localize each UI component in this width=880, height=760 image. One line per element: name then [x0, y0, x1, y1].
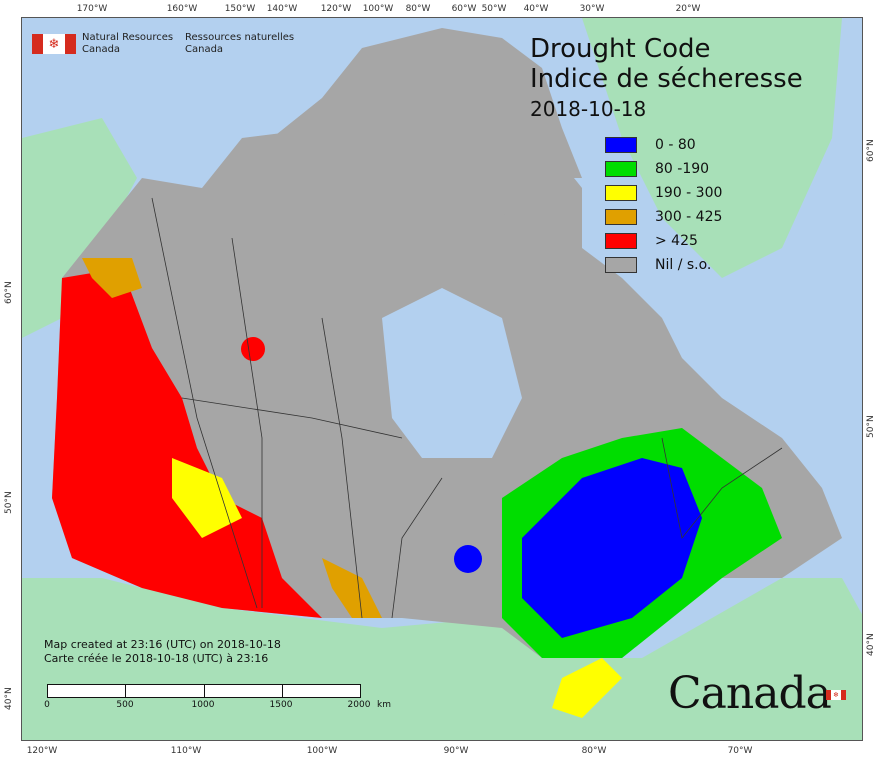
- graticule-label-top: 80°W: [405, 4, 431, 14]
- map-title: Drought Code: [530, 34, 711, 64]
- scale-label: 500: [116, 700, 134, 710]
- legend-swatch: [605, 161, 637, 177]
- legend-label: Nil / s.o.: [655, 257, 712, 273]
- legend-item: > 425: [605, 231, 698, 251]
- graticule-label-bottom: 90°W: [443, 746, 469, 756]
- zone-high: [82, 258, 142, 298]
- legend-swatch: [605, 257, 637, 273]
- graticule-label-bottom: 110°W: [170, 746, 202, 756]
- graticule-label-left: 50°N: [4, 491, 14, 514]
- wordmark-flag: ❄: [826, 690, 846, 700]
- canada-flag: ❄: [32, 34, 76, 54]
- legend-swatch: [605, 233, 637, 249]
- legend-item: 190 - 300: [605, 183, 722, 203]
- graticule-label-top: 140°W: [266, 4, 298, 14]
- legend-swatch: [605, 137, 637, 153]
- legend-label: 0 - 80: [655, 137, 696, 153]
- scale-label: 0: [44, 700, 50, 710]
- graticule-label-right: 60°N: [866, 139, 876, 162]
- zone-very-high-nwt: [241, 337, 265, 361]
- graticule-label-top: 120°W: [320, 4, 352, 14]
- scale-label: 2000: [347, 700, 371, 710]
- legend-label: > 425: [655, 233, 698, 249]
- zone-very-low: [522, 458, 702, 638]
- graticule-label-bottom: 100°W: [306, 746, 338, 756]
- province-boundary: [181, 397, 403, 439]
- province-boundary: [151, 197, 258, 609]
- scale-label: 1000: [191, 700, 215, 710]
- scale-bar: [47, 684, 361, 698]
- agency-name-fr: Ressources naturelles Canada: [185, 32, 295, 55]
- graticule-label-left: 40°N: [4, 687, 14, 710]
- graticule-label-top: 30°W: [579, 4, 605, 14]
- legend-item: Nil / s.o.: [605, 255, 711, 275]
- province-boundary: [661, 437, 783, 539]
- greenland-land: [582, 18, 842, 278]
- graticule-label-left: 60°N: [4, 281, 14, 304]
- graticule-label-top: 60°W: [451, 4, 477, 14]
- legend-item: 80 -190: [605, 159, 709, 179]
- map-panel: [21, 17, 863, 741]
- legend-label: 300 - 425: [655, 209, 723, 225]
- legend-label: 80 -190: [655, 161, 710, 177]
- credit-en: Map created at 23:16 (UTC) on 2018-10-18: [44, 638, 281, 651]
- graticule-label-right: 40°N: [866, 633, 876, 656]
- graticule-label-top: 170°W: [76, 4, 108, 14]
- legend-item: 300 - 425: [605, 207, 722, 227]
- graticule-label-top: 150°W: [224, 4, 256, 14]
- graticule-label-top: 100°W: [362, 4, 394, 14]
- hudson-bay: [382, 288, 522, 458]
- legend-swatch: [605, 185, 637, 201]
- zone-moderate: [172, 458, 242, 538]
- province-boundary: [391, 477, 443, 619]
- province-boundary: [231, 237, 263, 608]
- agency-name-en: Natural Resources Canada: [82, 32, 174, 55]
- scale-label: 1500: [269, 700, 293, 710]
- legend-item: 0 - 80: [605, 135, 696, 155]
- zone-very-low-ontario: [454, 545, 482, 573]
- graticule-label-top: 50°W: [481, 4, 507, 14]
- canada-wordmark: Canada: [668, 668, 832, 719]
- map-title-fr: Indice de sécheresse: [530, 64, 803, 94]
- province-boundary: [321, 317, 363, 619]
- legend-label: 190 - 300: [655, 185, 723, 201]
- usa-land: [22, 578, 862, 740]
- legend-swatch: [605, 209, 637, 225]
- map-date: 2018-10-18: [530, 97, 647, 121]
- graticule-label-top: 160°W: [166, 4, 198, 14]
- zone-moderate-ontario: [552, 658, 622, 718]
- arctic-islands: [272, 28, 582, 248]
- graticule-label-right: 50°N: [866, 415, 876, 438]
- credit-fr: Carte créée le 2018-10-18 (UTC) à 23:16: [44, 652, 269, 665]
- graticule-label-bottom: 70°W: [727, 746, 753, 756]
- drought-code-map: [22, 18, 862, 740]
- scale-unit: km: [377, 700, 391, 710]
- zone-high-prairie: [322, 558, 382, 618]
- graticule-label-bottom: 80°W: [581, 746, 607, 756]
- alaska-land: [22, 118, 137, 338]
- zone-very-high: [52, 268, 322, 618]
- graticule-label-top: 20°W: [675, 4, 701, 14]
- graticule-label-top: 40°W: [523, 4, 549, 14]
- graticule-label-bottom: 120°W: [26, 746, 58, 756]
